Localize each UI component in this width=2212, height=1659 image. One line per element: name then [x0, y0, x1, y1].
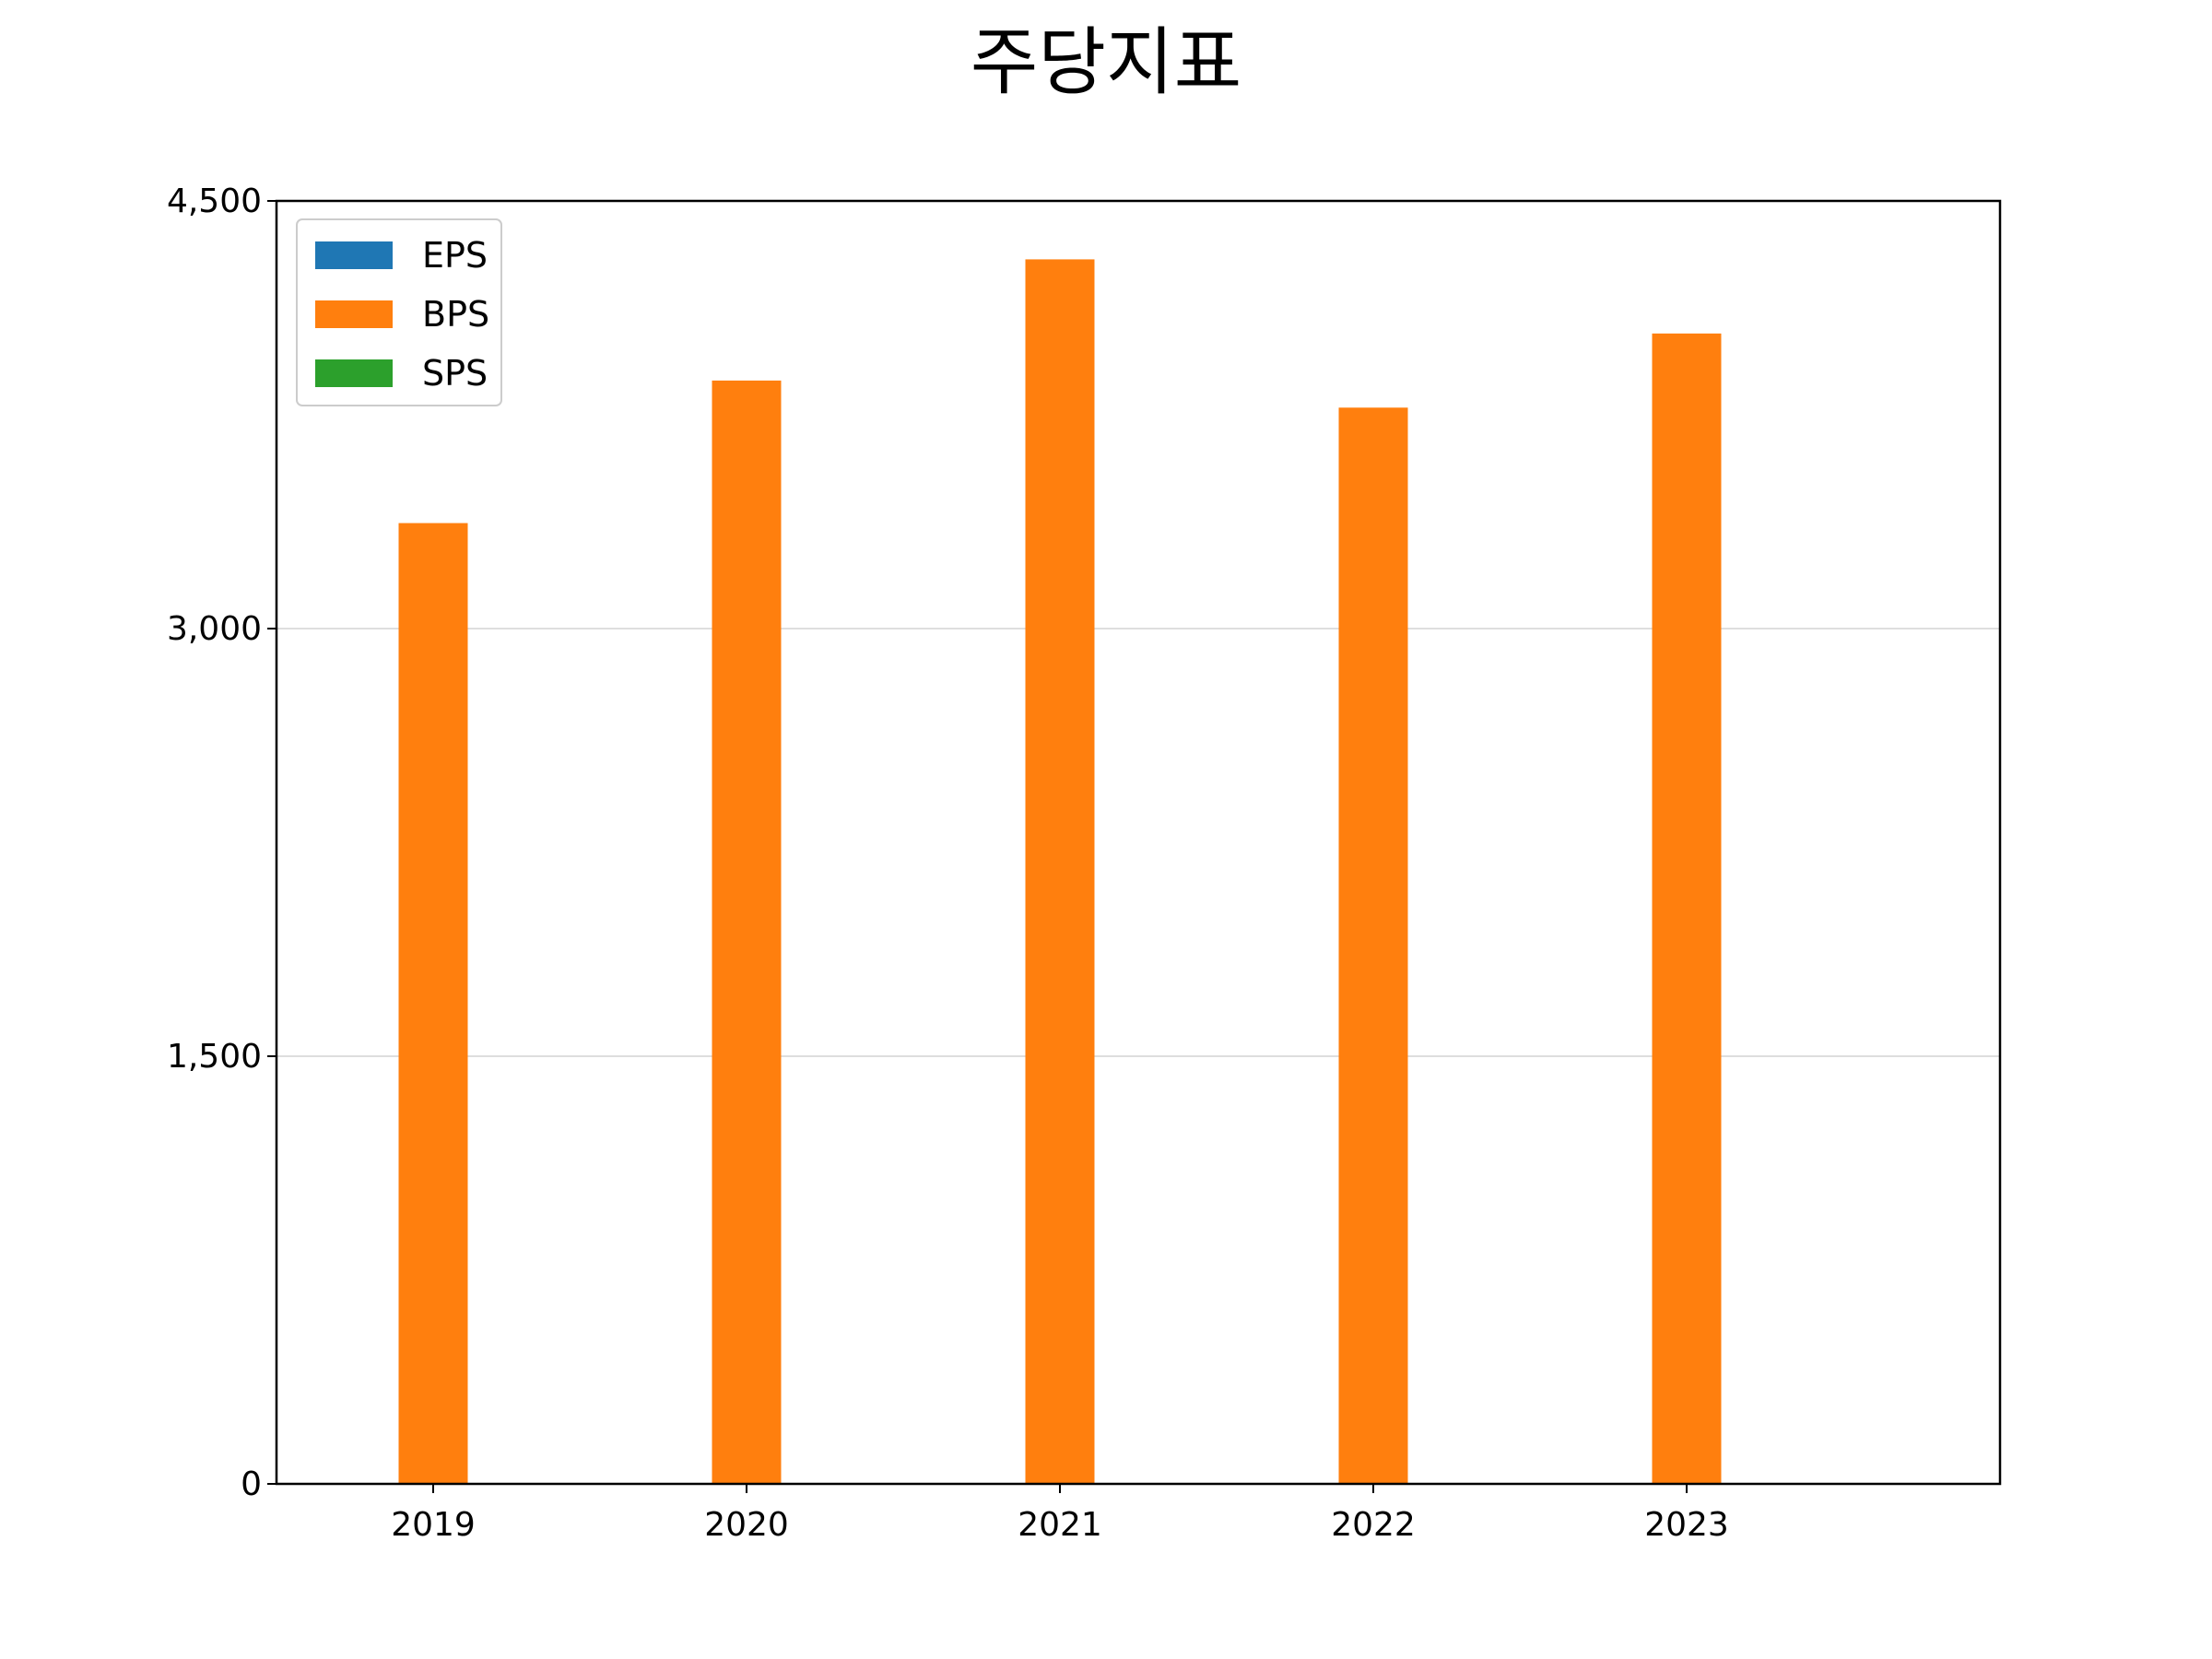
- legend-label-bps: BPS: [422, 294, 489, 335]
- y-tick-label: 4,500: [167, 182, 262, 220]
- bar-bps-2023: [1652, 333, 1722, 1485]
- y-axis: 0 1,500 3,000 4,500: [167, 182, 276, 1503]
- y-tick-label: 3,000: [167, 610, 262, 648]
- y-tick-label: 0: [241, 1465, 262, 1503]
- plot-area-frame: [275, 199, 2002, 1486]
- chart-title: 주당지표: [971, 19, 1241, 105]
- bar-bps-2019: [398, 523, 468, 1485]
- bar-bps-2022: [1338, 407, 1408, 1485]
- x-tick-label: 2023: [1644, 1506, 1729, 1544]
- x-axis: 2019 2020 2021 2022 2023: [391, 1484, 1729, 1544]
- x-tick-label: 2019: [391, 1506, 476, 1544]
- legend-label-sps: SPS: [422, 353, 488, 394]
- y-tick-label: 1,500: [167, 1038, 262, 1076]
- bars: [398, 259, 1722, 1485]
- legend-swatch-eps: [315, 241, 393, 269]
- x-tick-label: 2021: [1018, 1506, 1102, 1544]
- x-tick-label: 2020: [704, 1506, 789, 1544]
- x-tick-label: 2022: [1331, 1506, 1416, 1544]
- legend-swatch-bps: [315, 300, 393, 328]
- grid-lines: [276, 200, 2000, 1485]
- legend-swatch-sps: [315, 359, 393, 387]
- bar-bps-2020: [712, 380, 782, 1484]
- legend: EPS BPS SPS: [296, 218, 502, 406]
- bar-bps-2021: [1025, 259, 1095, 1484]
- legend-label-eps: EPS: [422, 235, 488, 276]
